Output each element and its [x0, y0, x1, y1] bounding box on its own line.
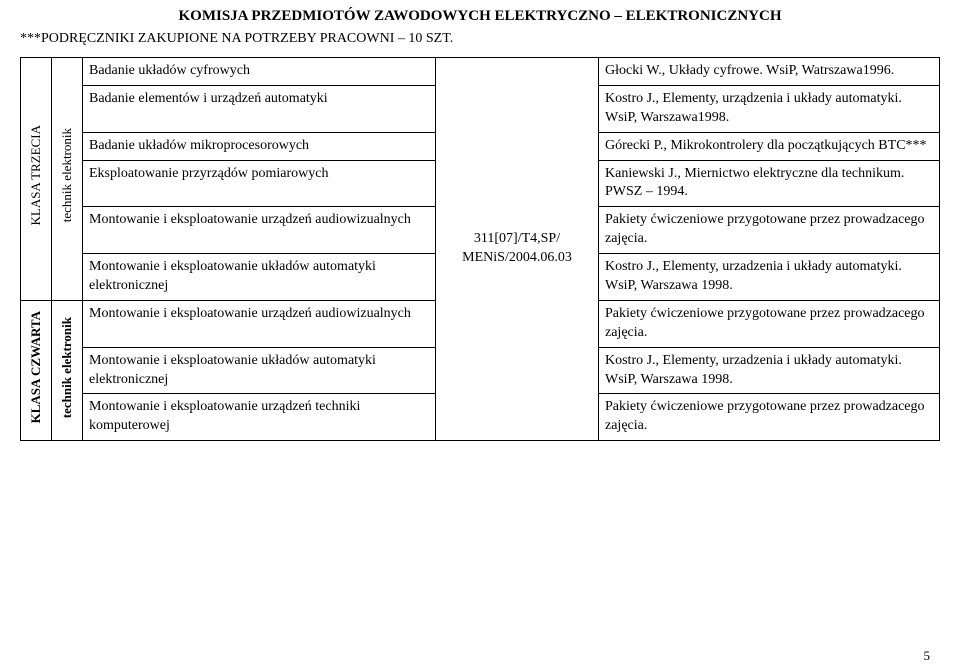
code-cell: 311[07]/T4,SP/ MENiS/2004.06.03: [436, 58, 599, 441]
page-number: 5: [924, 648, 931, 664]
book-cell: Pakiety ćwiczeniowe przygotowane przez p…: [599, 207, 940, 254]
subject-cell: Badanie układów mikroprocesorowych: [83, 132, 436, 160]
page-title: KOMISJA PRZEDMIOTÓW ZAWODOWYCH ELEKTRYCZ…: [20, 8, 940, 25]
curriculum-table: KLASA TRZECIA technik elektronik Badanie…: [20, 57, 940, 441]
profession-label-cell: technik elektronik: [52, 58, 83, 301]
subject-cell: Montowanie i eksploatowanie urządzeń tec…: [83, 394, 436, 441]
book-cell: Kostro J., Elementy, urządzenia i układy…: [599, 85, 940, 132]
book-cell: Kostro J., Elementy, urzadzenia i układy…: [599, 347, 940, 394]
book-cell: Pakiety ćwiczeniowe przygotowane przez p…: [599, 394, 940, 441]
page-subtitle: ***PODRĘCZNIKI ZAKUPIONE NA POTRZEBY PRA…: [20, 31, 940, 47]
table-row: KLASA TRZECIA technik elektronik Badanie…: [21, 58, 940, 86]
page: KOMISJA PRZEDMIOTÓW ZAWODOWYCH ELEKTRYCZ…: [0, 0, 960, 670]
class-label: KLASA CZWARTA: [27, 311, 45, 423]
subject-cell: Montowanie i eksploatowanie układów auto…: [83, 347, 436, 394]
subject-cell: Montowanie i eksploatowanie urządzeń aud…: [83, 300, 436, 347]
book-cell: Kostro J., Elementy, urzadzenia i układy…: [599, 254, 940, 301]
profession-label: technik elektronik: [58, 317, 76, 418]
book-cell: Pakiety ćwiczeniowe przygotowane przez p…: [599, 300, 940, 347]
class-label-cell: KLASA CZWARTA: [21, 300, 52, 440]
subject-cell: Montowanie i eksploatowanie układów auto…: [83, 254, 436, 301]
class-label-cell: KLASA TRZECIA: [21, 58, 52, 301]
subject-cell: Eksploatowanie przyrządów pomiarowych: [83, 160, 436, 207]
class-label: KLASA TRZECIA: [27, 125, 45, 226]
profession-label: technik elektronik: [58, 128, 76, 222]
subject-cell: Badanie elementów i urządzeń automatyki: [83, 85, 436, 132]
book-cell: Górecki P., Mikrokontrolery dla początku…: [599, 132, 940, 160]
book-cell: Kaniewski J., Miernictwo elektryczne dla…: [599, 160, 940, 207]
subject-cell: Badanie układów cyfrowych: [83, 58, 436, 86]
book-cell: Głocki W., Układy cyfrowe. WsiP, Watrsza…: [599, 58, 940, 86]
profession-label-cell: technik elektronik: [52, 300, 83, 440]
subject-cell: Montowanie i eksploatowanie urządzeń aud…: [83, 207, 436, 254]
